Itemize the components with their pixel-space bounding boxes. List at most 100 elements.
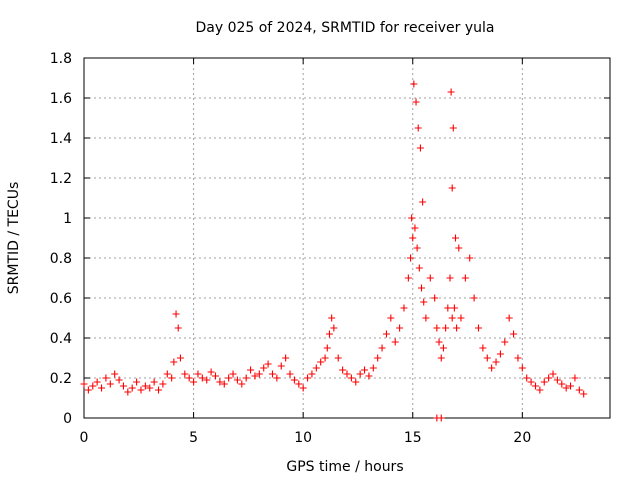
data-point: [133, 378, 141, 386]
data-point: [446, 274, 454, 282]
data-point: [170, 358, 178, 366]
data-point: [453, 324, 461, 332]
data-point: [518, 364, 526, 372]
data-point: [455, 244, 463, 252]
data-points: [80, 80, 588, 422]
chart-title: Day 025 of 2024, SRMTID for receiver yul…: [195, 20, 494, 36]
data-point: [496, 350, 504, 358]
data-point: [488, 364, 496, 372]
data-point: [115, 376, 123, 384]
data-point: [536, 386, 544, 394]
data-point: [580, 390, 588, 398]
data-point: [325, 330, 333, 338]
data-point: [225, 374, 233, 382]
data-point: [391, 338, 399, 346]
data-point: [514, 354, 522, 362]
data-point: [382, 330, 390, 338]
data-point: [419, 198, 427, 206]
data-point: [483, 354, 491, 362]
y-tick-label: 1.4: [50, 131, 72, 147]
data-point: [531, 382, 539, 390]
data-point: [433, 324, 441, 332]
data-point: [146, 384, 154, 392]
data-point: [470, 294, 478, 302]
data-point: [102, 374, 110, 382]
data-point: [176, 354, 184, 362]
x-axis-label: GPS time / hours: [286, 459, 403, 475]
y-tick-label: 0.2: [50, 371, 72, 387]
data-point: [523, 374, 531, 382]
data-point: [437, 414, 445, 422]
data-point: [407, 254, 415, 262]
data-point: [137, 386, 145, 394]
data-point: [575, 386, 583, 394]
data-point: [361, 366, 369, 374]
data-point: [444, 304, 452, 312]
data-point: [404, 274, 412, 282]
data-point: [420, 298, 428, 306]
tick-labels: 0 5 10 15 20 0 0.2 0.4 0.6 0.8 1 1.2 1.4 1.6 1.8: [50, 51, 532, 446]
data-point: [317, 358, 325, 366]
data-point: [461, 274, 469, 282]
data-point: [194, 370, 202, 378]
data-point: [141, 382, 149, 390]
data-point: [545, 374, 553, 382]
data-point: [426, 274, 434, 282]
data-point: [277, 362, 285, 370]
data-point: [128, 384, 136, 392]
data-point: [282, 354, 290, 362]
data-point: [562, 384, 570, 392]
data-point: [356, 370, 364, 378]
y-tick-label: 1.6: [50, 91, 72, 107]
data-point: [299, 384, 307, 392]
data-point: [439, 344, 447, 352]
data-point: [172, 310, 180, 318]
data-point: [435, 338, 443, 346]
data-point: [571, 374, 579, 382]
data-point: [492, 358, 500, 366]
data-point: [159, 380, 167, 388]
data-point: [450, 304, 458, 312]
data-point: [328, 314, 336, 322]
data-point: [242, 374, 250, 382]
data-point: [347, 374, 355, 382]
data-point: [106, 380, 114, 388]
plot-frame: [83, 57, 611, 419]
data-point: [238, 380, 246, 388]
data-point: [168, 374, 176, 382]
data-point: [448, 314, 456, 322]
data-point: [365, 372, 373, 380]
y-tick-label: 1.8: [50, 51, 72, 67]
data-point: [411, 224, 419, 232]
data-point: [457, 314, 465, 322]
data-point: [475, 324, 482, 332]
data-point: [416, 144, 424, 152]
data-point: [451, 234, 459, 242]
data-point: [207, 368, 215, 376]
data-point: [273, 374, 281, 382]
y-tick-label: 0.4: [50, 331, 72, 347]
data-point: [408, 214, 416, 222]
data-point: [93, 378, 101, 386]
data-point: [80, 380, 88, 388]
data-point: [343, 370, 351, 378]
data-point: [449, 124, 457, 132]
data-point: [369, 364, 377, 372]
data-point: [185, 374, 193, 382]
data-point: [415, 264, 423, 272]
x-tick-label: 10: [294, 430, 312, 446]
data-point: [203, 376, 211, 384]
data-point: [387, 314, 395, 322]
x-tick-label: 20: [513, 430, 531, 446]
data-point: [479, 344, 487, 352]
x-tick-label: 5: [189, 430, 198, 446]
data-point: [447, 88, 455, 96]
y-tick-label: 1.2: [50, 171, 72, 187]
data-point: [190, 378, 198, 386]
data-point: [220, 380, 228, 388]
data-point: [260, 364, 268, 372]
data-point: [414, 124, 422, 132]
data-point: [163, 370, 171, 378]
data-point: [150, 378, 158, 386]
data-point: [501, 338, 509, 346]
